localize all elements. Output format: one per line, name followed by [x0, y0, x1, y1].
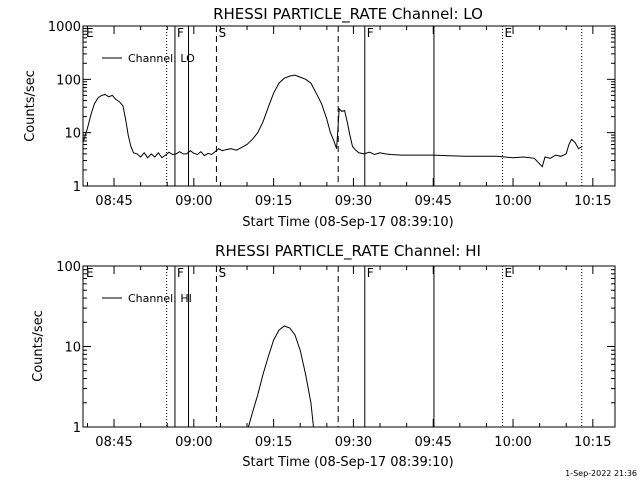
hi-x-tick-label-0900: 09:00 — [175, 435, 212, 450]
lo-marker-label-s-4: S — [218, 26, 226, 40]
hi-y-tick-label-10: 10 — [64, 341, 81, 356]
lo-series-line — [82, 74, 583, 168]
lo-corner-label: E — [86, 26, 94, 40]
hi-x-tick-label-0845: 08:45 — [95, 435, 132, 450]
lo-x-tick-label-1000: 10:00 — [494, 194, 531, 209]
hi-corner-label: E — [86, 266, 94, 280]
hi-y-tick-label-1: 1 — [73, 421, 81, 436]
lo-y-tick-label-10: 10 — [64, 127, 81, 142]
lo-y-tick-label-1000: 1000 — [48, 20, 81, 35]
lo-x-tick-label-0915: 09:15 — [255, 194, 292, 209]
hi-x-axis-label: Start Time (08-Sep-17 08:39:10) — [242, 455, 453, 470]
hi-x-tick-label-1000: 10:00 — [494, 435, 531, 450]
hi-x-tick-label-0930: 09:30 — [335, 435, 372, 450]
hi-marker-label-e-8: E — [504, 266, 512, 280]
lo-x-tick-label-0930: 09:30 — [335, 194, 372, 209]
lo-x-tick-label-1015: 10:15 — [574, 194, 611, 209]
lo-x-tick-label-0845: 08:45 — [95, 194, 132, 209]
lo-x-tick-label-0945: 09:45 — [414, 194, 451, 209]
lo-plot-frame — [82, 25, 616, 187]
hi-x-tick-label-0945: 09:45 — [414, 435, 451, 450]
hi-legend-label: Channel: HI — [128, 292, 192, 305]
hi-y-axis-label: Counts/sec — [31, 310, 46, 382]
lo-legend-label: Channel: LO — [128, 52, 195, 65]
lo-marker-label-e-8: E — [504, 26, 512, 40]
lo-chart-title: RHESSI PARTICLE_RATE Channel: LO — [213, 5, 483, 24]
lo-x-axis-label: Start Time (08-Sep-17 08:39:10) — [242, 215, 453, 230]
lo-marker-label-f-2: F — [177, 26, 184, 40]
lo-y-axis-label: Counts/sec — [23, 70, 38, 142]
lo-x-tick-label-0900: 09:00 — [175, 194, 212, 209]
lo-y-tick-label-1: 1 — [73, 180, 81, 195]
hi-plot-frame — [82, 265, 616, 428]
hi-axis-ticks: 1 10 100 08:45 09:00 09:15 09:30 09:45 10:00 10:1… — [56, 260, 615, 450]
hi-x-tick-label-1015: 10:15 — [574, 435, 611, 450]
lo-marker-label-f-6: F — [367, 26, 374, 40]
hi-chart-title: RHESSI PARTICLE_RATE Channel: HI — [215, 242, 481, 261]
lo-axis-ticks: 1 10 100 1000 08:45 09:00 09:15 09:30 09:45 10:00… — [48, 20, 615, 209]
footer-timestamp: 1-Sep-2022 21:36 — [565, 469, 637, 478]
hi-y-tick-label-100: 100 — [56, 260, 81, 275]
hi-marker-label-f-2: F — [177, 266, 184, 280]
lo-y-tick-label-100: 100 — [56, 73, 81, 88]
hi-marker-label-f-6: F — [367, 266, 374, 280]
hi-x-tick-label-0915: 09:15 — [255, 435, 292, 450]
hi-series-line — [247, 325, 314, 428]
hi-marker-label-s-4: S — [218, 266, 226, 280]
